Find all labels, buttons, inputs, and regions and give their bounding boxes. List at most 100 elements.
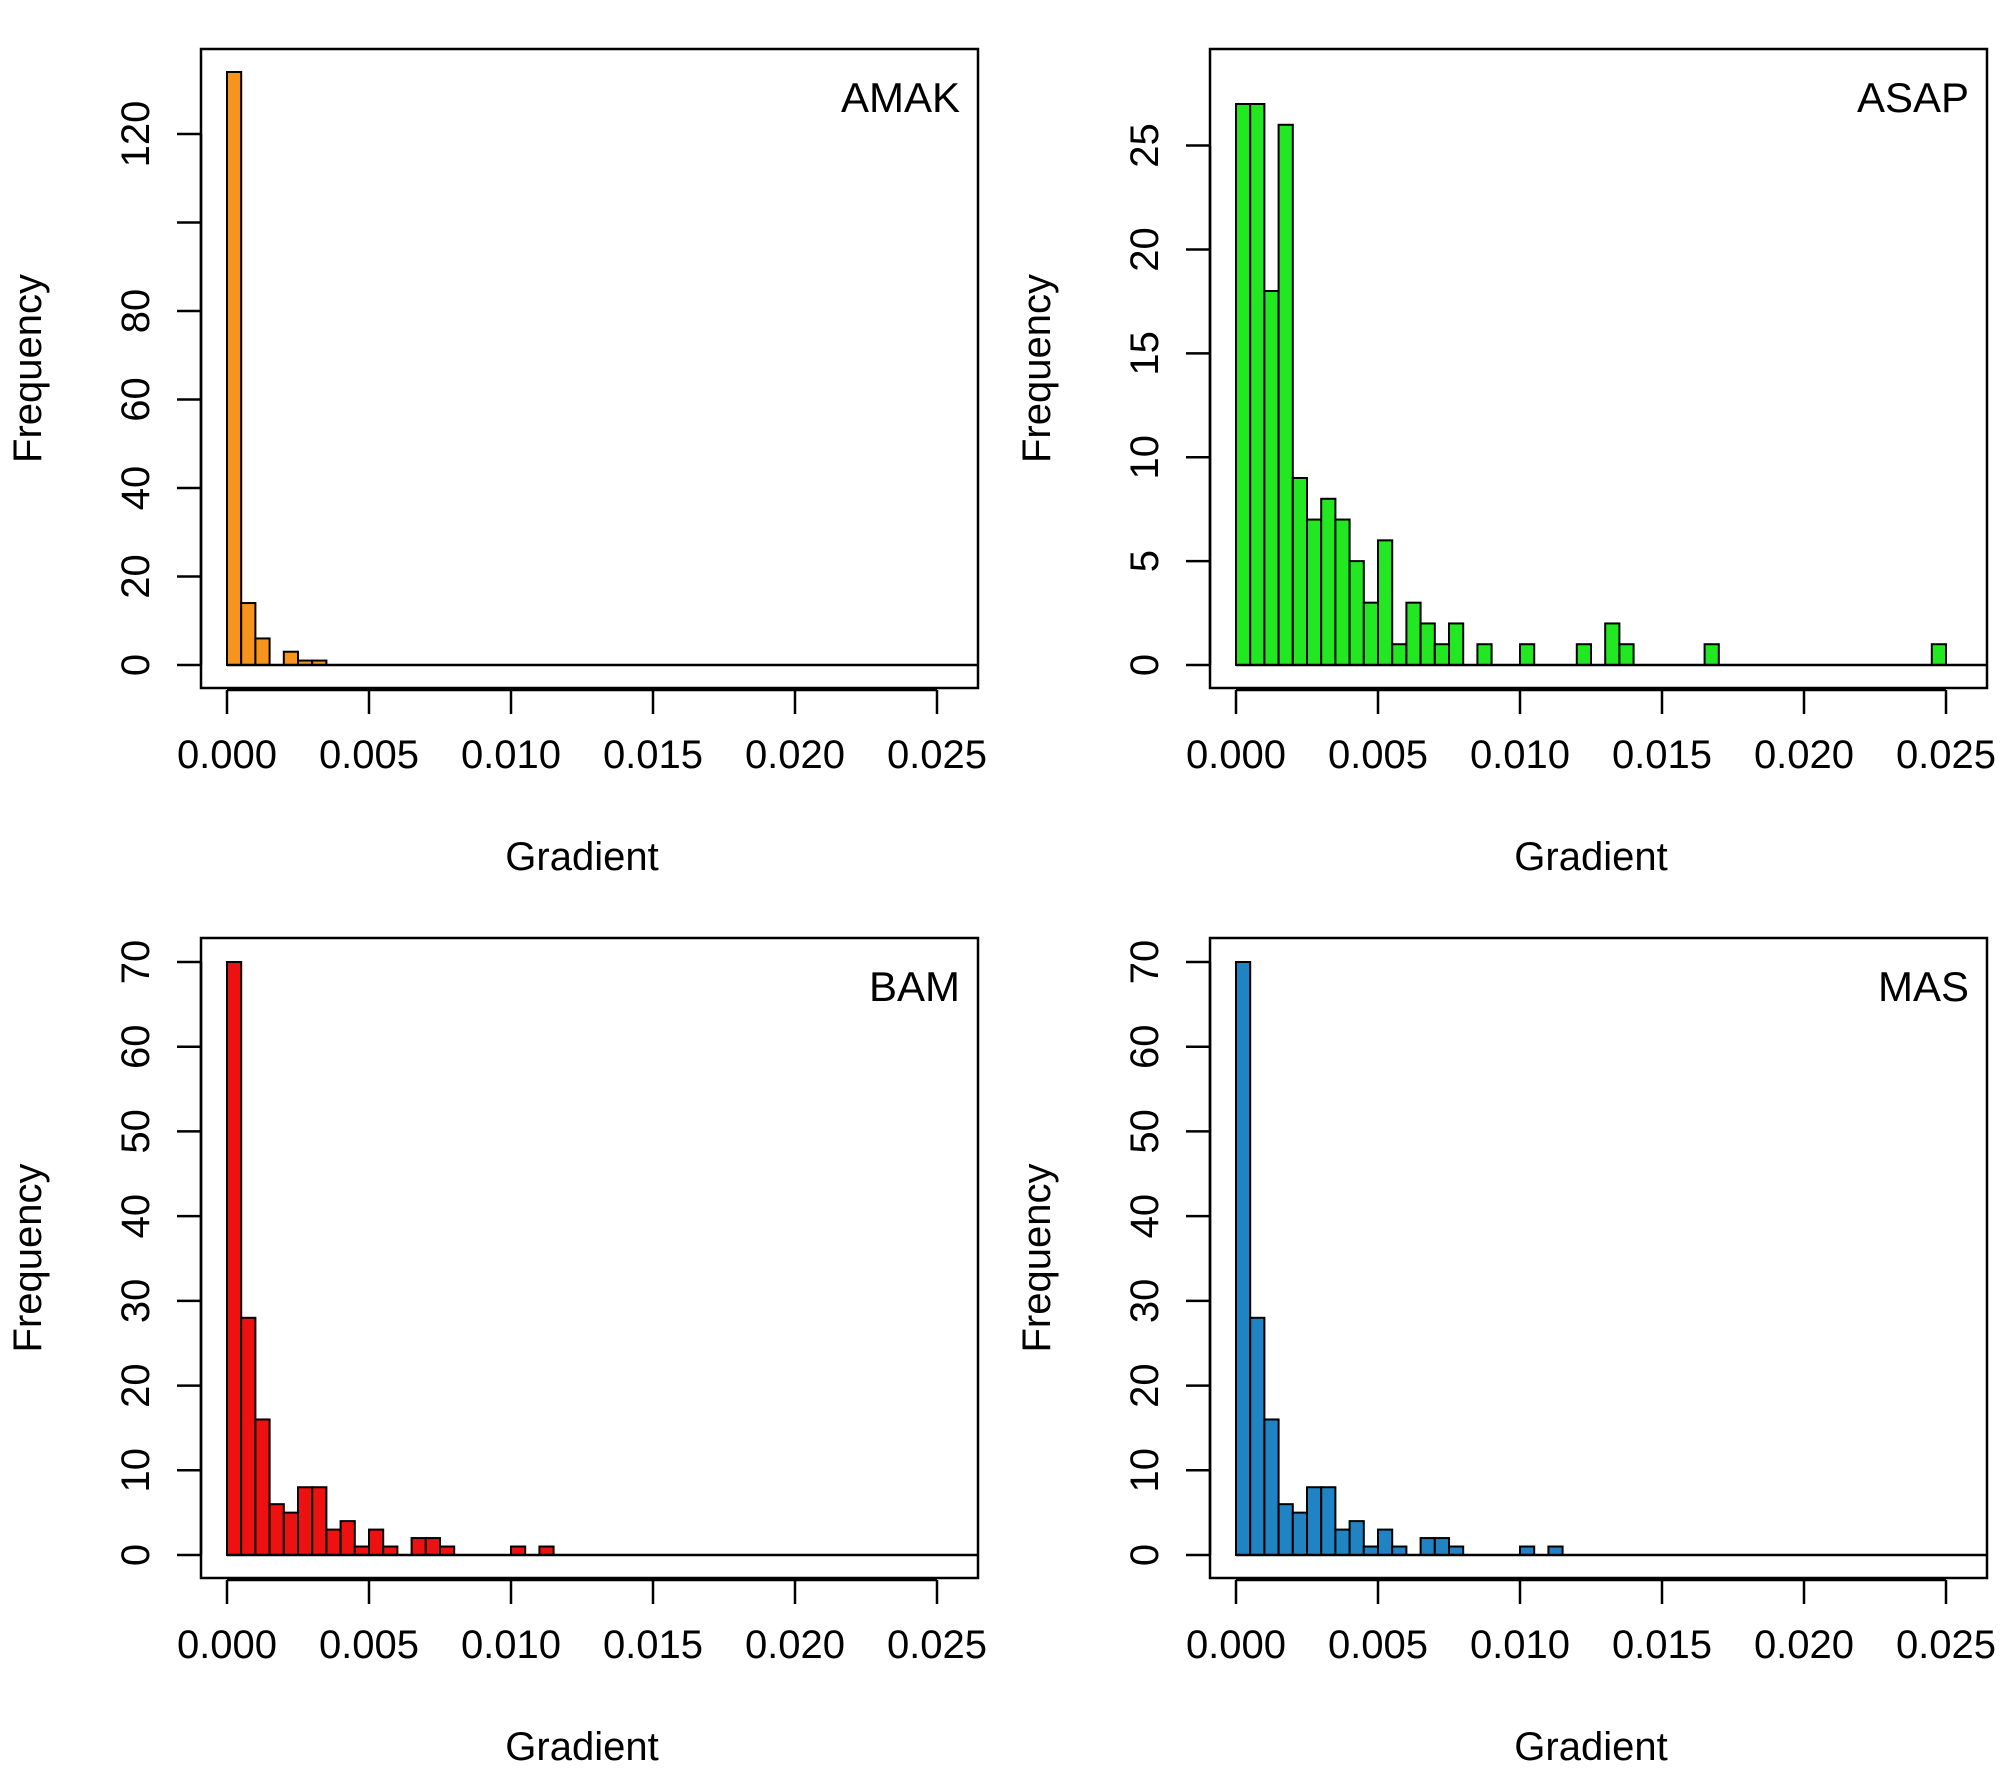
histogram-bar [1476,643,1493,667]
plot-frame [199,47,980,690]
histogram-bar [1306,518,1323,666]
y-axis-title: Frequency [1015,274,1059,463]
histogram-bar [1235,961,1252,1556]
y-tick-label: 20 [1123,1363,1167,1408]
y-tick-label: 40 [114,466,158,511]
histogram-bar [1235,103,1252,666]
y-tick-label: 50 [1123,1109,1167,1154]
x-tick-label: 0.010 [461,733,561,777]
y-tick-label: 80 [114,289,158,334]
histogram-bar [1405,601,1422,667]
x-tick-label: 0.010 [461,1623,561,1667]
histogram-bar [1334,518,1351,666]
histogram-bar [1263,1418,1280,1557]
x-tick-label: 0.025 [887,1623,987,1667]
histogram-bar [311,1486,328,1556]
y-tick-label: 15 [1123,331,1167,376]
x-tick-label: 0.000 [1186,733,1286,777]
histogram-bar [1348,1520,1365,1556]
histogram-bar [1448,1545,1465,1556]
panel-label-bam: BAM [869,963,960,1010]
x-tick-label: 0.020 [1754,733,1854,777]
histogram-bar [1448,622,1465,667]
histogram-bar [325,1528,342,1556]
y-tick-label: 0 [1123,654,1167,676]
y-tick-label: 10 [1123,435,1167,480]
histogram-bar [268,1503,285,1556]
histogram-bar [1277,1503,1294,1556]
histogram-bar [1277,123,1294,667]
x-tick-label: 0.025 [1896,733,1996,777]
y-axis-title: Frequency [1015,1164,1059,1353]
panel-mas: 0.000 0.005 0.010 0.015 0.020 0.025 Gradient 0 1… [1015,936,1996,1769]
histogram-bar [368,1528,385,1556]
x-tick-label: 0.000 [177,733,277,777]
x-tick-label: 0.000 [1186,1623,1286,1667]
histogram-bar [254,1418,271,1557]
histogram-bar [1618,643,1635,667]
histogram-bar [254,637,271,666]
histogram-bar [1703,643,1720,667]
x-tick-label: 0.005 [319,733,419,777]
panel-asap: 0.000 0.005 0.010 0.015 0.020 0.025 Gradient 0 5… [1015,47,1996,879]
x-tick-label: 0.020 [745,733,845,777]
histogram-bar [382,1545,399,1556]
histogram-bar [1320,497,1337,666]
histogram-bar [282,1511,299,1556]
x-tick-label: 0.005 [319,1623,419,1667]
y-tick-label: 120 [114,101,158,168]
y-tick-label: 70 [1123,940,1167,985]
y-tick-label: 0 [114,654,158,676]
x-tick-label: 0.015 [1612,1623,1712,1667]
y-tick-label: 60 [114,1024,158,1069]
y-tick-label: 20 [114,554,158,599]
histogram-bar [1519,1545,1536,1556]
x-axis-title: Gradient [505,1725,658,1769]
histogram-bar [1419,622,1436,667]
y-tick-label: 10 [1123,1448,1167,1493]
histogram-bar [1306,1486,1323,1556]
y-tick-label: 5 [1123,550,1167,572]
y-tick-label: 0 [114,1544,158,1566]
x-tick-label: 0.005 [1328,1623,1428,1667]
histogram-bar [1930,643,1948,667]
histogram-bar [240,602,257,667]
x-tick-label: 0.010 [1470,1623,1570,1667]
y-tick-label: 40 [114,1194,158,1239]
y-tick-label: 20 [1123,227,1167,272]
y-axis-title: Frequency [6,1164,50,1353]
histogram-bar [282,650,299,666]
x-tick-label: 0.005 [1328,733,1428,777]
histogram-bar [339,1520,356,1556]
histogram-bar [226,71,243,666]
histogram-bar [410,1537,427,1556]
histogram-bar [439,1545,456,1556]
x-tick-label: 0.015 [1612,733,1712,777]
x-axis-title: Gradient [1514,835,1667,879]
plot-frame [1208,936,1989,1580]
x-tick-label: 0.025 [1896,1623,1996,1667]
panel-amak: 0.000 0.005 0.010 0.015 0.020 0.025 Gradient 0 2… [6,47,987,879]
x-tick-label: 0.020 [1754,1623,1854,1667]
histogram-bar [424,1537,441,1556]
histogram-bar [1334,1528,1351,1556]
histogram-bar [510,1545,527,1556]
y-tick-label: 20 [114,1363,158,1408]
y-tick-label: 30 [114,1279,158,1324]
histogram-bar [1263,290,1280,666]
histogram-bar [1377,1528,1394,1556]
histogram-bar [1291,477,1309,666]
y-tick-label: 25 [1123,123,1167,168]
histogram-bar [353,1545,370,1556]
y-tick-label: 60 [1123,1024,1167,1069]
histogram-bar [538,1545,555,1556]
plot-frame [199,936,980,1580]
histogram-bar [1519,643,1536,667]
panel-label-asap: ASAP [1857,74,1969,121]
x-tick-label: 0.015 [603,1623,703,1667]
histogram-bar [1419,1537,1436,1556]
histogram-bar [226,961,243,1556]
histogram-bar [1377,539,1394,666]
y-tick-label: 0 [1123,1544,1167,1566]
y-tick-label: 60 [114,377,158,422]
